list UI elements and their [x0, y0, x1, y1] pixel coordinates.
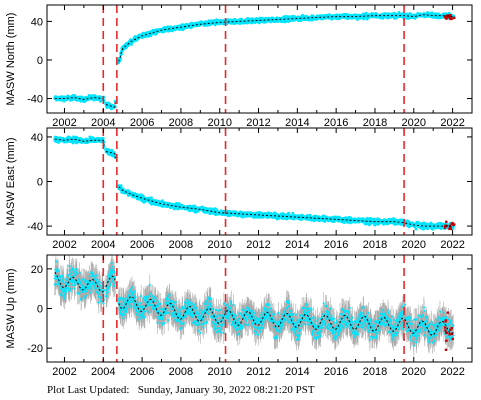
x-tick-label: 2018	[363, 239, 387, 251]
outlier-point	[450, 222, 453, 226]
outlier-point	[453, 223, 456, 226]
outlier-point	[449, 16, 452, 19]
model-line	[54, 14, 454, 108]
x-tick-label: 2010	[207, 239, 231, 251]
data-point	[287, 211, 291, 215]
x-tick-label: 2008	[169, 239, 193, 251]
outlier-point	[447, 16, 450, 19]
y-tick-label: 40	[31, 16, 43, 28]
x-tick-label: 2004	[91, 239, 115, 251]
data-point	[282, 15, 286, 19]
data-point	[394, 16, 398, 20]
data-point	[119, 184, 123, 188]
outlier-point	[445, 220, 448, 224]
x-tick-label: 2016	[324, 117, 348, 129]
x-tick-label: 2020	[402, 239, 426, 251]
outlier-point	[443, 15, 447, 19]
outlier-point	[447, 14, 451, 17]
x-tick-label: 2016	[324, 239, 348, 251]
outlier-point	[449, 13, 452, 17]
data-point	[451, 226, 455, 230]
panel-frame	[46, 127, 473, 236]
model-line	[54, 138, 454, 227]
outlier-point	[448, 227, 451, 230]
x-tick-label: 2022	[440, 117, 464, 129]
y-axis-label: MASW North (mm)	[5, 13, 17, 106]
data-point	[426, 226, 430, 230]
outlier-point	[450, 17, 454, 20]
plot-area	[53, 10, 456, 111]
panel-1: -40 0 40 2002 2004 2006 2008 2010 2012 2014 2016 20…	[5, 4, 473, 129]
y-tick-label: -40	[27, 221, 43, 233]
x-tick-label: 2022	[440, 239, 464, 251]
x-tick-label: 2020	[402, 117, 426, 129]
y-axis-label: MASW East (mm)	[5, 138, 17, 226]
x-tick-label: 2002	[52, 117, 76, 129]
x-tick-label: 2014	[285, 117, 309, 129]
outlier-point	[449, 17, 452, 21]
data-points	[53, 135, 455, 231]
x-tick-label: 2006	[130, 117, 154, 129]
y-tick-label: 40	[31, 132, 43, 144]
x-tick-label: 2002	[52, 239, 76, 251]
x-tick-label: 2014	[285, 239, 309, 251]
data-point	[101, 137, 105, 141]
outlier-point	[445, 224, 449, 228]
data-point	[362, 17, 366, 21]
x-tick-label: 2012	[246, 117, 270, 129]
data-point	[149, 196, 153, 200]
x-tick-label: 2004	[91, 117, 115, 129]
outlier-point	[449, 226, 452, 230]
data-point	[113, 99, 117, 103]
outlier-point	[443, 226, 447, 229]
outlier-point	[453, 16, 456, 19]
x-tick-label: 2008	[169, 117, 193, 129]
panel-2: -40 0 40 2002 2004 2006 2008 2010 2012 2014 2016 20…	[5, 127, 473, 251]
data-point	[119, 52, 123, 56]
x-tick-label: 2018	[363, 117, 387, 129]
plot-area	[53, 135, 456, 231]
y-tick-label: -40	[27, 94, 43, 106]
error-bars	[55, 12, 454, 109]
y-tick-label: 0	[37, 177, 43, 189]
x-tick-label: 2010	[207, 117, 231, 129]
x-tick-label: 2012	[246, 239, 270, 251]
x-tick-label: 2006	[130, 239, 154, 251]
data-point	[414, 227, 418, 231]
data-point	[291, 211, 295, 215]
data-points	[53, 10, 455, 111]
y-tick-label: 0	[37, 55, 43, 67]
data-point	[71, 141, 75, 145]
plot-area	[53, 255, 455, 357]
panel-frame	[46, 4, 473, 114]
